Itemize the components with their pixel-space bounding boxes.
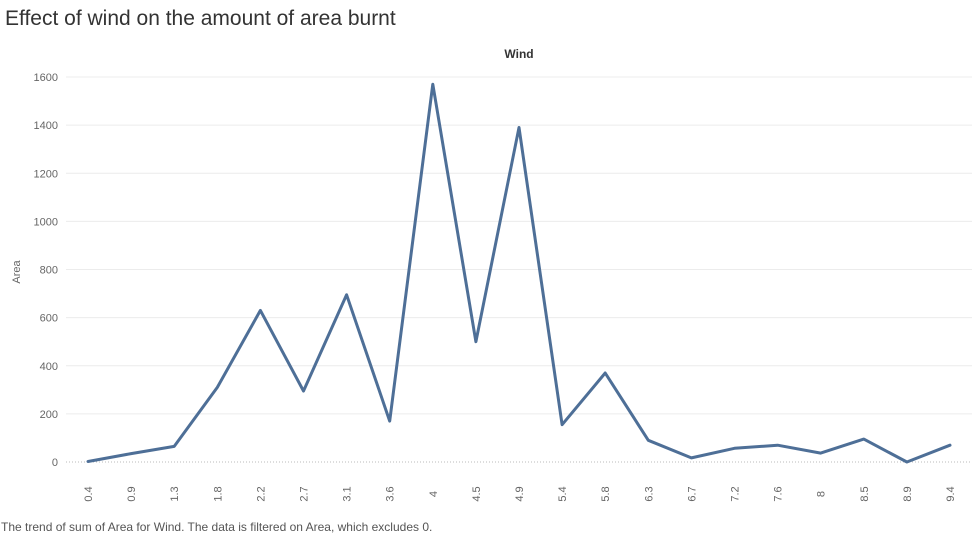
- y-tick-label: 1000: [34, 216, 58, 228]
- x-tick-label: 1.3: [169, 486, 181, 501]
- y-tick-label: 800: [40, 265, 58, 277]
- chart-title: Effect of wind on the amount of area bur…: [5, 7, 396, 30]
- data-point[interactable]: [128, 451, 134, 457]
- data-point[interactable]: [645, 437, 651, 443]
- y-tick-label: 400: [40, 361, 58, 373]
- data-point[interactable]: [171, 443, 177, 449]
- x-tick-label: 2.2: [255, 486, 267, 501]
- data-point[interactable]: [861, 436, 867, 442]
- x-tick-label: 4.5: [471, 486, 483, 501]
- data-point[interactable]: [818, 450, 824, 456]
- series-line: [86, 82, 952, 464]
- x-tick-label: 4.9: [514, 486, 526, 501]
- data-point[interactable]: [559, 422, 565, 428]
- x-tick-label: 3.1: [342, 486, 354, 501]
- data-point[interactable]: [775, 442, 781, 448]
- x-axis-ticks: 0.4 0.9 1.3 1.8 2.2 2.7 3.1 3.6 4 4.5 4.9 5.4 5.8 6.3…: [83, 486, 957, 501]
- y-tick-label: 200: [40, 409, 58, 421]
- y-tick-label: 1600: [34, 72, 58, 84]
- x-tick-label: 5.8: [600, 486, 612, 501]
- y-tick-label: 0: [52, 457, 58, 469]
- data-point[interactable]: [387, 418, 393, 424]
- data-point[interactable]: [688, 455, 694, 461]
- x-tick-label: 3.6: [385, 486, 397, 501]
- y-tick-label: 600: [40, 313, 58, 325]
- y-tick-label: 1400: [34, 120, 58, 132]
- chart-caption: The trend of sum of Area for Wind. The d…: [1, 520, 433, 534]
- y-axis-ticks: 0 200 400 600 800 1000 1200 1400 1600: [34, 72, 58, 469]
- column-header: Wind: [504, 47, 533, 61]
- data-point[interactable]: [732, 445, 738, 451]
- x-tick-label: 2.7: [299, 486, 311, 501]
- gridlines: [66, 76, 972, 463]
- data-point[interactable]: [516, 125, 522, 131]
- data-point[interactable]: [602, 370, 608, 376]
- x-tick-label: 7.2: [730, 486, 742, 501]
- data-point[interactable]: [473, 339, 479, 345]
- data-point[interactable]: [947, 442, 953, 448]
- x-tick-label: 0.4: [83, 486, 95, 501]
- series-layer: [85, 81, 953, 465]
- x-tick-label: 6.3: [643, 486, 655, 501]
- y-tick-label: 1200: [34, 168, 58, 180]
- data-point[interactable]: [344, 292, 350, 298]
- x-tick-label: 1.8: [212, 486, 224, 501]
- data-point[interactable]: [257, 307, 263, 313]
- x-tick-label: 0.9: [126, 486, 138, 501]
- x-tick-label: 8.5: [859, 486, 871, 501]
- x-tick-label: 8: [816, 491, 828, 497]
- data-point[interactable]: [301, 388, 307, 394]
- x-tick-label: 4: [428, 491, 440, 497]
- data-point[interactable]: [85, 459, 91, 465]
- x-tick-label: 7.6: [773, 486, 785, 501]
- data-point[interactable]: [904, 459, 910, 465]
- x-tick-label: 9.4: [945, 486, 957, 501]
- y-axis-label: Area: [11, 260, 23, 284]
- x-tick-label: 8.9: [902, 486, 914, 501]
- x-tick-label: 5.4: [557, 486, 569, 501]
- data-point[interactable]: [430, 81, 436, 87]
- data-point[interactable]: [214, 384, 220, 390]
- x-tick-label: 6.7: [686, 486, 698, 501]
